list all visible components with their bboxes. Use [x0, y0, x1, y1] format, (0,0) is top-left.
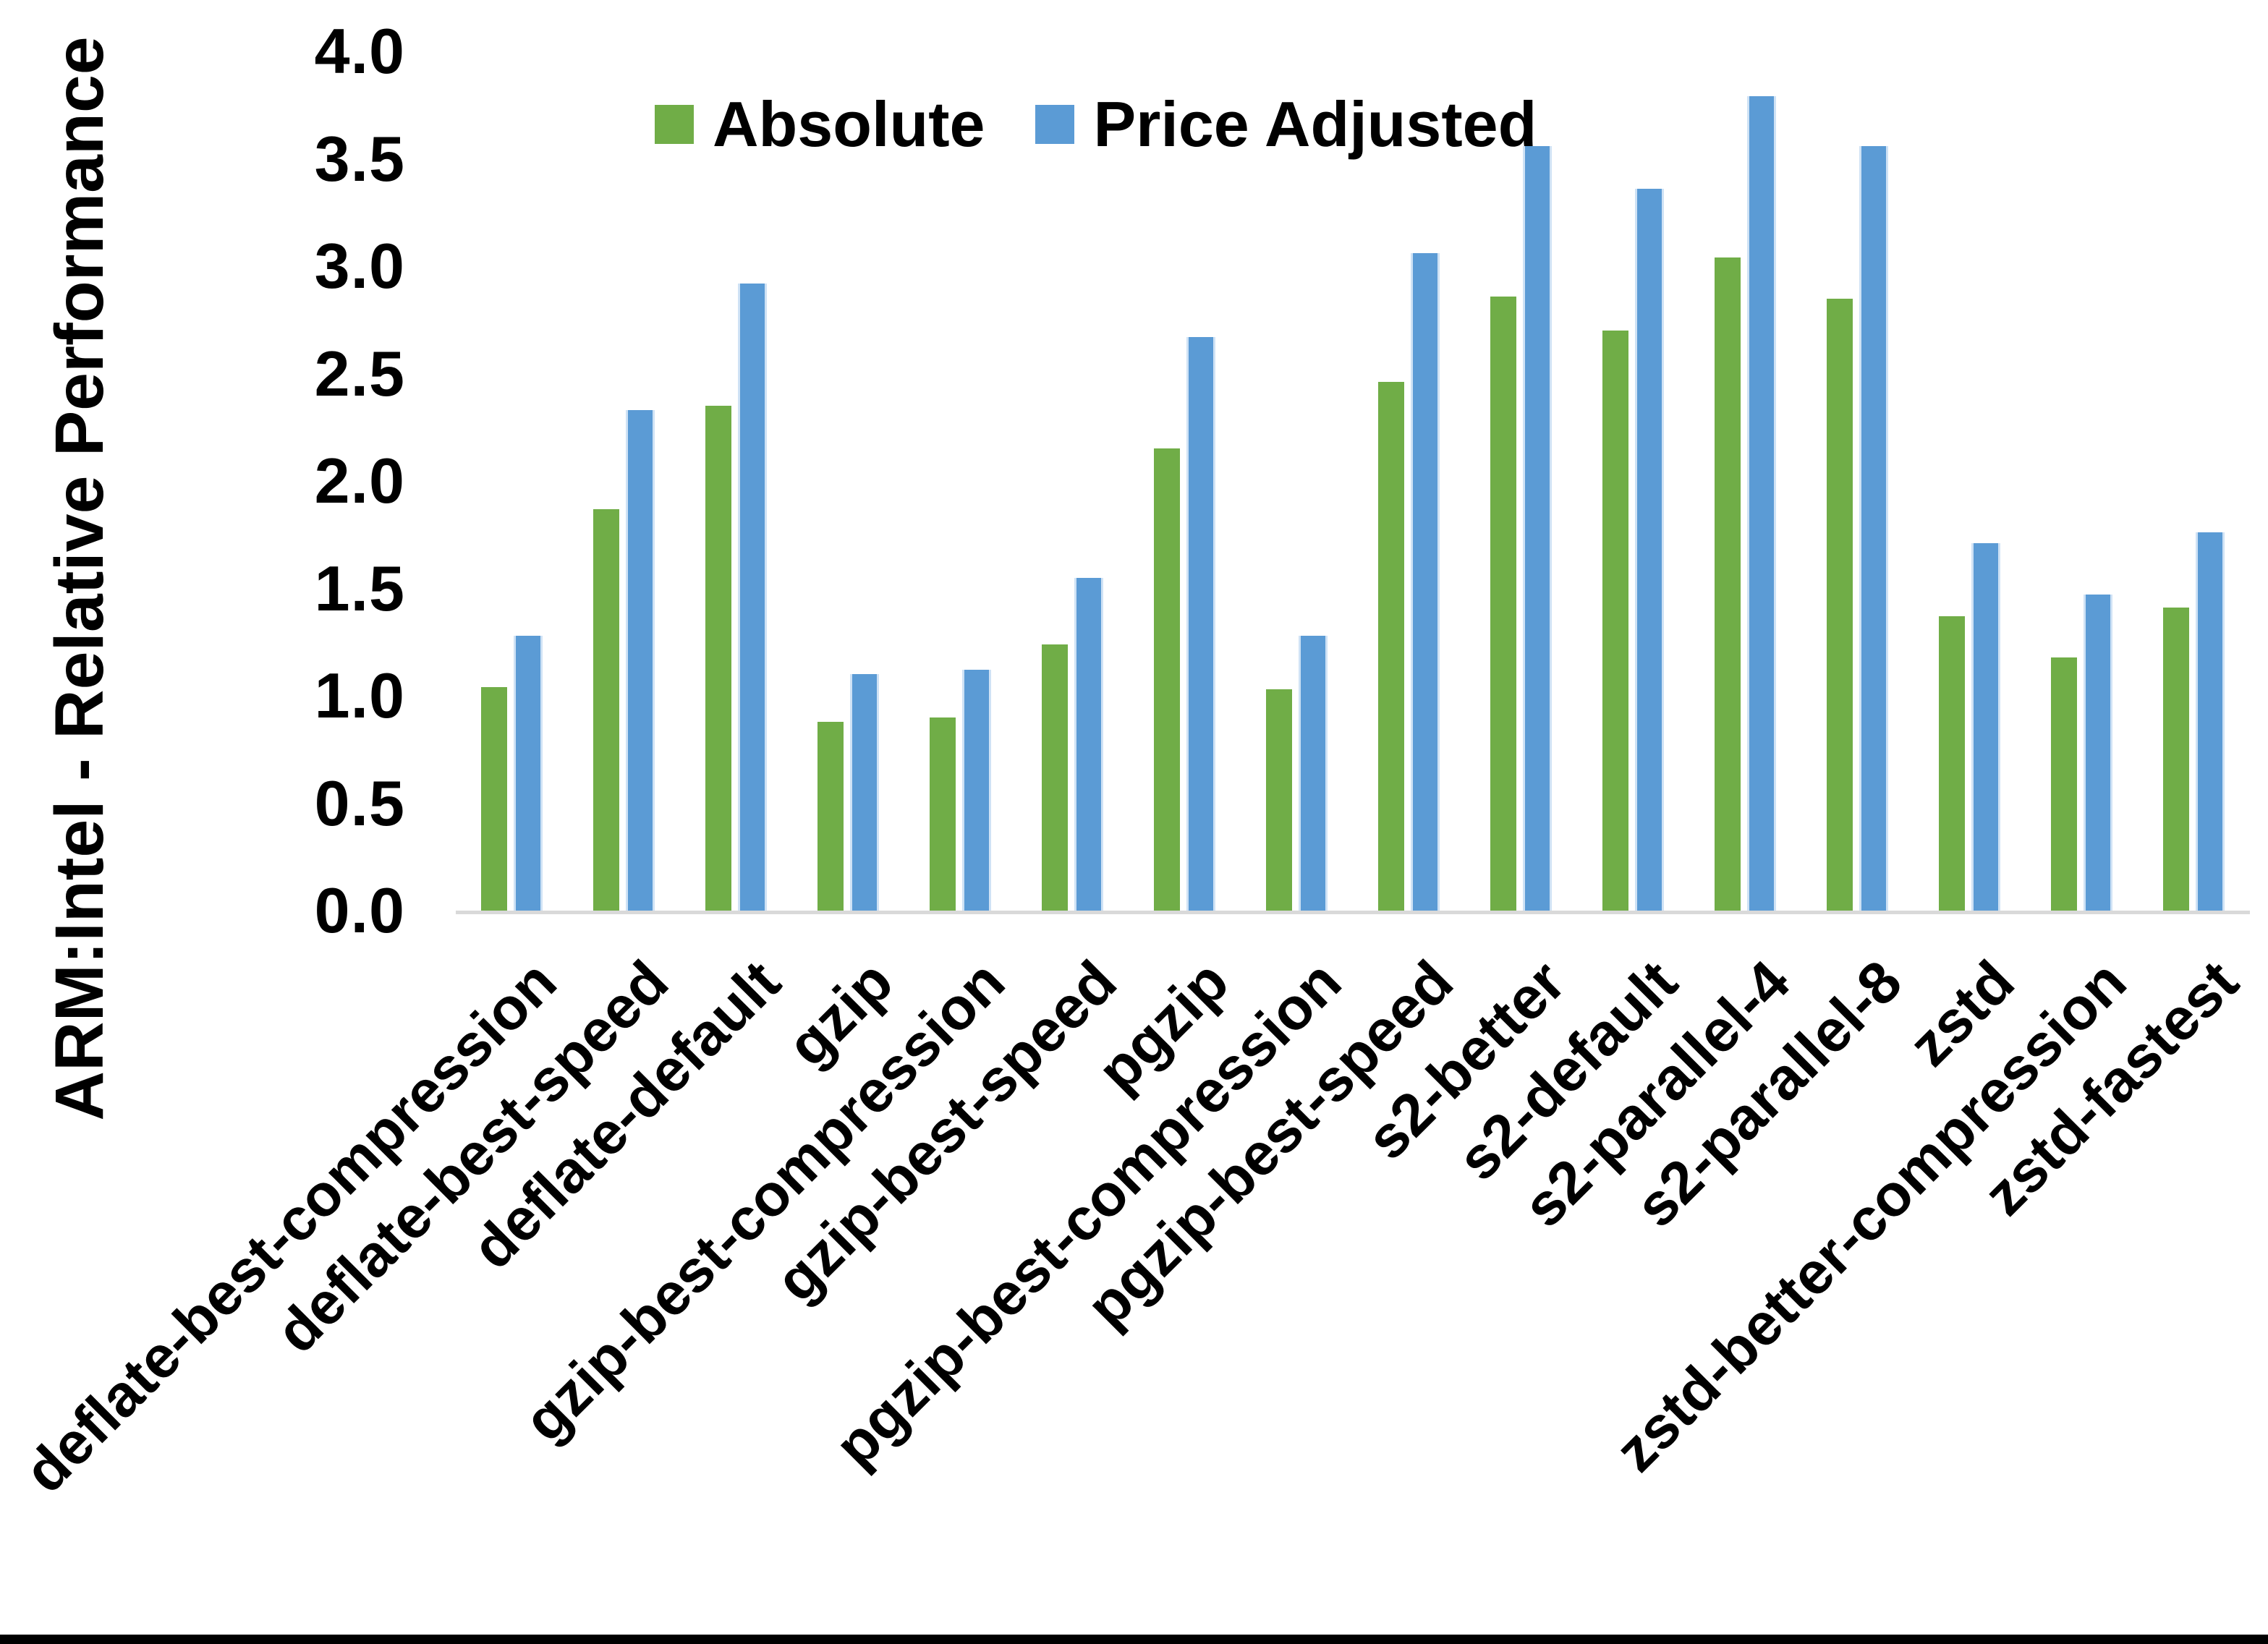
bar-absolute-zstd	[1939, 616, 1965, 911]
legend: Absolute Price Adjusted	[655, 93, 1537, 156]
y-tick-label: 4.0	[314, 15, 405, 87]
bar-price-adjusted-zstd	[1971, 543, 2000, 911]
legend-item-price-adjusted: Price Adjusted	[1035, 93, 1537, 156]
bar-absolute-s2-default	[1602, 331, 1628, 911]
category-deflate-best-speed	[568, 51, 680, 911]
category-zstd-fastest	[2138, 51, 2250, 911]
bar-price-adjusted-s2-better	[1523, 145, 1552, 911]
y-tick-label: 0.5	[314, 767, 405, 839]
y-tick-label: 1.0	[314, 660, 405, 731]
bar-price-adjusted-pgzip-best-compression	[1299, 635, 1328, 911]
bar-absolute-pgzip-best-speed	[1378, 382, 1404, 911]
legend-swatch-icon	[655, 105, 694, 144]
legend-label: Price Adjusted	[1093, 88, 1537, 160]
category-pgzip-best-speed	[1353, 51, 1465, 911]
bar-absolute-zstd-fastest	[2163, 608, 2189, 911]
category-zstd	[1914, 51, 2026, 911]
bar-price-adjusted-deflate-best-speed	[626, 410, 655, 911]
y-tick-label: 3.5	[314, 122, 405, 195]
bar-price-adjusted-s2-parallel-8	[1859, 145, 1888, 911]
bar-price-adjusted-gzip-best-compression	[962, 670, 991, 911]
bar-price-adjusted-pgzip	[1186, 337, 1215, 911]
legend-item-absolute: Absolute	[655, 93, 985, 156]
category-s2-parallel-8	[1801, 51, 1914, 911]
bar-absolute-gzip-best-speed	[1042, 644, 1068, 911]
category-gzip-best-speed	[1016, 51, 1129, 911]
category-deflate-best-compression	[456, 51, 568, 911]
y-tick-label: 3.0	[314, 230, 405, 302]
bar-price-adjusted-pgzip-best-speed	[1411, 253, 1440, 911]
bar-price-adjusted-zstd-fastest	[2196, 532, 2225, 911]
category-s2-default	[1577, 51, 1689, 911]
category-pgzip-best-compression	[1241, 51, 1353, 911]
plot-area	[456, 51, 2250, 914]
bar-price-adjusted-gzip-best-speed	[1074, 577, 1103, 911]
bar-absolute-deflate-default	[705, 406, 731, 911]
bar-absolute-pgzip-best-compression	[1266, 689, 1292, 911]
bar-absolute-gzip	[817, 721, 844, 911]
bar-absolute-s2-better	[1490, 296, 1516, 911]
bar-price-adjusted-zstd-better-compression	[2084, 595, 2112, 911]
bar-absolute-pgzip	[1154, 448, 1180, 911]
category-s2-parallel-4	[1689, 51, 1801, 911]
category-zstd-better-compression	[2026, 51, 2138, 911]
bar-absolute-zstd-better-compression	[2051, 657, 2077, 911]
bar-absolute-gzip-best-compression	[930, 717, 956, 911]
bar-absolute-deflate-best-speed	[593, 508, 619, 911]
category-gzip	[792, 51, 904, 911]
category-deflate-default	[680, 51, 792, 911]
y-tick-label: 2.5	[314, 337, 405, 409]
bar-absolute-deflate-best-compression	[481, 687, 507, 911]
legend-swatch-icon	[1035, 105, 1075, 144]
bottom-frame-bar	[0, 1635, 2268, 1644]
bar-price-adjusted-deflate-best-compression	[514, 635, 543, 911]
y-tick-label: 0.0	[314, 874, 405, 946]
y-tick-label: 2.0	[314, 445, 405, 516]
category-s2-better	[1465, 51, 1577, 911]
bar-price-adjusted-gzip	[850, 674, 879, 911]
bar-absolute-s2-parallel-4	[1715, 257, 1741, 911]
y-tick-label: 1.5	[314, 552, 405, 624]
category-gzip-best-compression	[904, 51, 1016, 911]
bar-price-adjusted-deflate-default	[738, 283, 767, 911]
bar-price-adjusted-s2-parallel-4	[1747, 96, 1776, 911]
bar-absolute-s2-parallel-8	[1827, 298, 1853, 911]
category-pgzip	[1129, 51, 1241, 911]
bar-price-adjusted-s2-default	[1635, 189, 1664, 911]
legend-label: Absolute	[713, 88, 985, 160]
